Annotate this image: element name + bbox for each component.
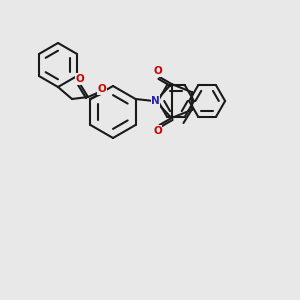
Text: O: O: [76, 74, 84, 84]
Text: O: O: [98, 84, 106, 94]
Text: O: O: [153, 126, 162, 136]
Text: N: N: [151, 96, 160, 106]
Text: O: O: [153, 66, 162, 76]
